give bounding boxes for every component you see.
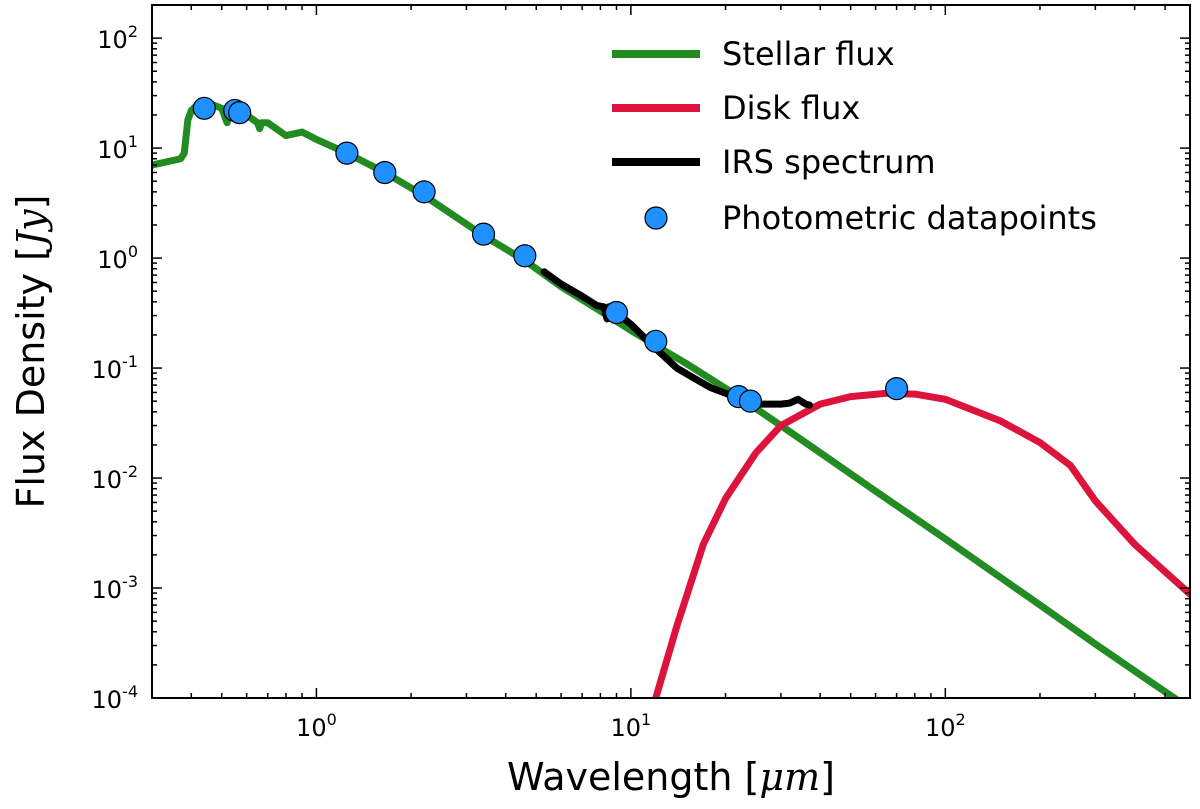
photometric-point <box>738 389 763 413</box>
photometric-point <box>471 222 496 246</box>
legend-label-irs-spectrum: IRS spectrum <box>722 143 936 181</box>
x-tick-label: 100 <box>296 710 337 742</box>
series-line-irs-spectrum <box>540 268 814 409</box>
legend: Stellar flux Disk flux IRS spectrum Phot… <box>612 35 1097 237</box>
photometric-point <box>604 300 629 325</box>
plot-frame <box>151 4 1191 699</box>
series-layer <box>152 96 1190 698</box>
y-tick-label: 10-1 <box>92 352 139 384</box>
legend-label-stellar-flux: Stellar flux <box>722 35 895 73</box>
legend-label-photometric-datapoints: Photometric datapoints <box>722 199 1097 237</box>
y-tick-label: 101 <box>97 132 138 164</box>
series-line-stellar-flux <box>152 98 1181 698</box>
y-tick-label: 10-3 <box>92 572 139 604</box>
photometric-point <box>884 377 909 401</box>
y-tick-label: 102 <box>97 22 138 54</box>
legend-label-disk-flux: Disk flux <box>722 89 860 127</box>
legend-swatch-photometric-datapoints <box>644 206 668 230</box>
photometric-point <box>412 180 436 204</box>
axis-ticks: 100 101 102 10-4 10-3 10-2 10-1 100 101 102 <box>92 4 1191 742</box>
y-tick-label: 10-4 <box>92 682 139 714</box>
y-tick-label: 10-2 <box>92 462 139 494</box>
x-axis-title: Wavelength [μm] <box>507 755 835 799</box>
y-tick-label: 100 <box>97 242 138 274</box>
y-axis-title: Flux Density [Jy] <box>9 195 53 509</box>
photometric-point <box>335 141 359 165</box>
x-tick-label: 102 <box>925 710 966 742</box>
photometric-point <box>644 329 668 353</box>
photometric-point <box>513 244 537 268</box>
photometric-point <box>192 96 216 120</box>
x-tick-label: 101 <box>610 710 651 742</box>
photometric-point <box>373 160 397 185</box>
photometric-point <box>228 101 252 125</box>
